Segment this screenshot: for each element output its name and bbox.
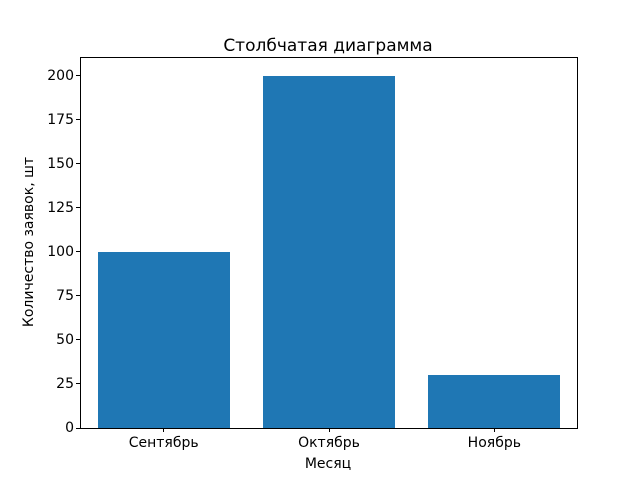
y-tick-mark	[76, 383, 80, 385]
x-tick-label: Сентябрь	[128, 435, 199, 451]
y-tick-mark	[76, 163, 80, 165]
y-tick-label: 75	[56, 287, 74, 304]
plot-area: 0 25 50 75 100 125 150 175 200 Сентябрь Октябрь Ноя…	[47, 57, 578, 451]
y-tick-label: 150	[47, 155, 74, 172]
y-tick-label: 125	[47, 199, 74, 216]
bar-ноябрь	[428, 375, 561, 428]
x-tick-label: Октябрь	[298, 435, 360, 451]
y-axis-label: Количество заявок, шт	[21, 156, 37, 328]
y-tick-mark	[76, 207, 80, 209]
x-tick-mark	[328, 428, 330, 432]
x-tick-mark	[163, 428, 165, 432]
bar-сентябрь	[97, 251, 230, 428]
y-tick-mark	[76, 251, 80, 253]
y-tick-mark	[76, 75, 80, 77]
y-tick-label: 50	[56, 331, 74, 348]
x-tick-label: Ноябрь	[467, 435, 521, 451]
y-tick-label: 25	[56, 375, 74, 392]
y-tick-mark	[76, 119, 80, 121]
x-tick-mark	[493, 428, 495, 432]
y-tick-label: 175	[47, 111, 74, 128]
x-axis-label: Месяц	[304, 456, 352, 472]
y-tick-mark	[76, 427, 80, 429]
bar-октябрь	[262, 75, 396, 428]
y-tick-mark	[76, 295, 80, 297]
y-tick-label: 100	[47, 243, 74, 260]
chart-title: Столбчатая диаграмма	[223, 36, 433, 56]
y-tick-label: 0	[65, 420, 74, 436]
y-tick-label: 200	[47, 67, 74, 84]
y-tick-mark	[76, 339, 80, 341]
